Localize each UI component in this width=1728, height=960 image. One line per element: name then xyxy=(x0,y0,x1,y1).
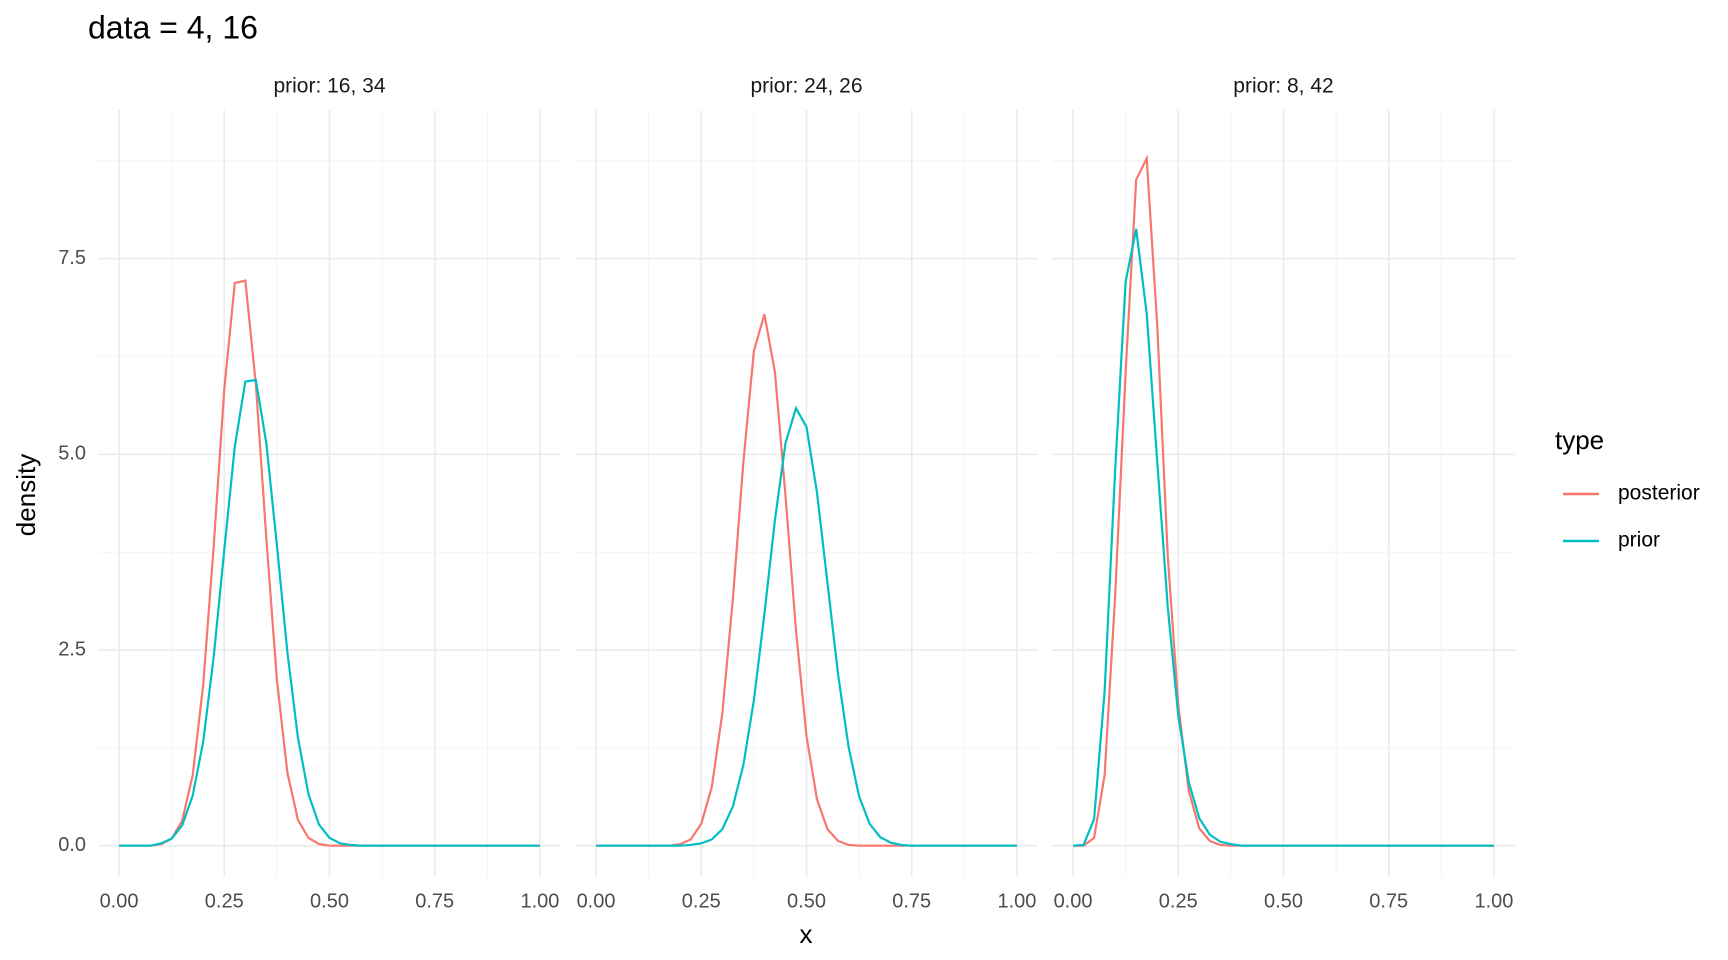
x-tick-label: 1.00 xyxy=(520,890,559,912)
x-axis-label: x xyxy=(800,919,813,949)
legend-label: prior xyxy=(1618,529,1660,552)
facet-title: prior: 8, 42 xyxy=(1233,75,1333,98)
x-tick-label: 0.50 xyxy=(1264,890,1303,912)
x-tick-label: 0.00 xyxy=(1054,890,1093,912)
x-tick-label: 0.25 xyxy=(205,890,244,912)
y-tick-label: 0.0 xyxy=(58,834,86,856)
x-tick-label: 0.50 xyxy=(310,890,349,912)
legend-label: posterior xyxy=(1618,482,1700,505)
x-tick-label: 1.00 xyxy=(997,890,1036,912)
x-tick-label: 1.00 xyxy=(1474,890,1513,912)
chart-title: data = 4, 16 xyxy=(88,9,258,45)
x-tick-label: 0.25 xyxy=(1159,890,1198,912)
x-tick-label: 0.75 xyxy=(1369,890,1408,912)
line-series xyxy=(1072,228,1494,847)
facet-title: prior: 16, 34 xyxy=(273,75,385,98)
y-tick-label: 2.5 xyxy=(58,638,86,660)
y-tick-label: 7.5 xyxy=(58,247,86,269)
line-series xyxy=(596,405,1017,847)
x-tick-label: 0.00 xyxy=(577,890,616,912)
y-tick-label: 5.0 xyxy=(58,443,86,465)
x-tick-label: 0.25 xyxy=(682,890,721,912)
y-axis-label: density xyxy=(11,454,41,536)
x-tick-label: 0.50 xyxy=(787,890,826,912)
x-tick-label: 0.75 xyxy=(415,890,454,912)
x-tick-label: 0.00 xyxy=(100,890,139,912)
legend-title: type xyxy=(1555,425,1604,455)
line-series xyxy=(119,378,540,847)
x-tick-label: 0.75 xyxy=(892,890,931,912)
facet-title: prior: 24, 26 xyxy=(750,75,862,98)
